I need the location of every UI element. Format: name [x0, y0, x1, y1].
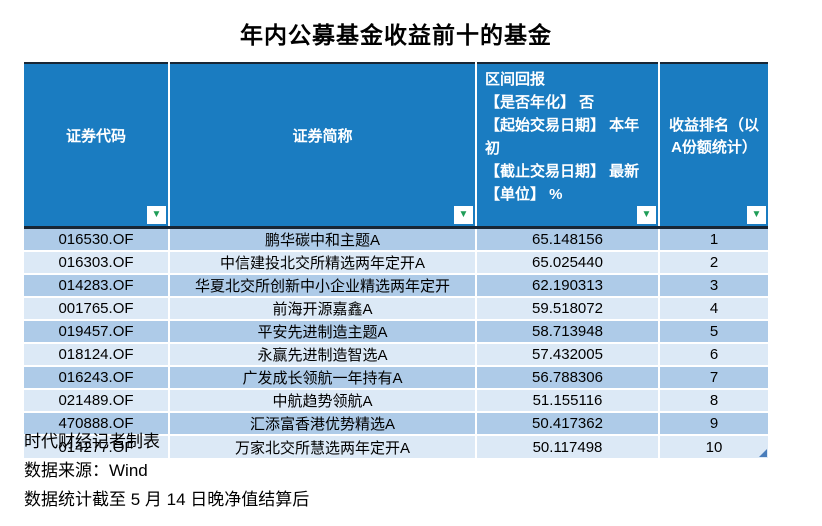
cell-code: 001765.OF: [24, 297, 170, 321]
cell-return: 57.432005: [476, 343, 660, 367]
header-label: 证券代码: [65, 128, 126, 145]
header-return-rank: 收益排名（以A份额统计） ▼: [659, 63, 768, 229]
cell-code: 019457.OF: [24, 320, 170, 344]
cell-code: 016530.OF: [24, 227, 170, 252]
fund-table: 证券代码 ▼ 证券简称 ▼ 区间回报 【是否年化】 否 【起始交易日期】 本年初…: [24, 62, 768, 458]
cell-code: 016243.OF: [24, 366, 170, 390]
footer-data-source: 数据来源：Wind: [24, 461, 148, 480]
cell-rank: 9: [659, 412, 768, 436]
fund-table-container: 证券代码 ▼ 证券简称 ▼ 区间回报 【是否年化】 否 【起始交易日期】 本年初…: [24, 62, 768, 458]
cell-rank: 4: [659, 297, 768, 321]
table-row: 016303.OF 中信建投北交所精选两年定开A 65.025440 2: [24, 251, 768, 275]
cell-return: 65.025440: [476, 251, 660, 275]
table-row: 470888.OF 汇添富香港优势精选A 50.417362 9: [24, 412, 768, 436]
cell-rank: 1: [659, 227, 768, 252]
cell-code: 014283.OF: [24, 274, 170, 298]
header-interval-return: 区间回报 【是否年化】 否 【起始交易日期】 本年初 【截止交易日期】 最新 【…: [476, 63, 660, 229]
filter-dropdown-icon: ▼: [458, 209, 469, 220]
cell-name: 鹏华碳中和主题A: [169, 227, 477, 252]
header-security-code: 证券代码 ▼: [24, 63, 170, 229]
header-label: 收益排名（以A份额统计）: [668, 117, 759, 156]
cell-rank: 3: [659, 274, 768, 298]
header-label: 证券简称: [292, 128, 353, 145]
page-title: 年内公募基金收益前十的基金: [240, 22, 552, 48]
cell-rank: 5: [659, 320, 768, 344]
cell-code: 021489.OF: [24, 389, 170, 413]
filter-button[interactable]: ▼: [747, 206, 766, 224]
cell-name: 中信建投北交所精选两年定开A: [169, 251, 477, 275]
table-row: 018124.OF 永赢先进制造智选A 57.432005 6: [24, 343, 768, 367]
cell-code: 470888.OF: [24, 412, 170, 436]
table-row: 001765.OF 前海开源嘉鑫A 59.518072 4: [24, 297, 768, 321]
cell-return: 56.788306: [476, 366, 660, 390]
cell-name: 广发成长领航一年持有A: [169, 366, 477, 390]
cell-rank: 10: [659, 435, 768, 458]
cell-name: 永赢先进制造智选A: [169, 343, 477, 367]
header-row: 证券代码 ▼ 证券简称 ▼ 区间回报 【是否年化】 否 【起始交易日期】 本年初…: [24, 63, 768, 229]
table-row: 016530.OF 鹏华碳中和主题A 65.148156 1: [24, 227, 768, 252]
cell-name: 平安先进制造主题A: [169, 320, 477, 344]
table-row: 014277.OF 万家北交所慧选两年定开A 50.117498 10: [24, 435, 768, 458]
footer-credit: 时代财经记者制表: [24, 432, 160, 451]
table-resize-handle[interactable]: [759, 449, 767, 457]
footer-notes: 时代财经记者制表 数据来源：Wind 数据统计截至 5 月 14 日晚净值结算后: [24, 427, 309, 514]
cell-name: 前海开源嘉鑫A: [169, 297, 477, 321]
cell-rank: 8: [659, 389, 768, 413]
footer-cutoff-note: 数据统计截至 5 月 14 日晚净值结算后: [24, 490, 310, 509]
header-label: 区间回报 【是否年化】 否 【起始交易日期】 本年初 【截止交易日期】 最新 【…: [485, 71, 640, 203]
filter-button[interactable]: ▼: [637, 206, 656, 224]
cell-return: 50.117498: [476, 435, 660, 458]
cell-name: 华夏北交所创新中小企业精选两年定开: [169, 274, 477, 298]
header-security-name: 证券简称 ▼: [169, 63, 477, 229]
filter-dropdown-icon: ▼: [751, 209, 762, 220]
filter-dropdown-icon: ▼: [151, 209, 162, 220]
cell-rank-value: 10: [705, 438, 723, 456]
table-row: 016243.OF 广发成长领航一年持有A 56.788306 7: [24, 366, 768, 390]
filter-button[interactable]: ▼: [147, 206, 166, 224]
cell-return: 50.417362: [476, 412, 660, 436]
filter-dropdown-icon: ▼: [641, 209, 652, 220]
cell-rank: 6: [659, 343, 768, 367]
table-row: 019457.OF 平安先进制造主题A 58.713948 5: [24, 320, 768, 344]
table-row: 014283.OF 华夏北交所创新中小企业精选两年定开 62.190313 3: [24, 274, 768, 298]
table-row: 021489.OF 中航趋势领航A 51.155116 8: [24, 389, 768, 413]
cell-name: 万家北交所慧选两年定开A: [169, 435, 477, 458]
cell-return: 51.155116: [476, 389, 660, 413]
cell-return: 62.190313: [476, 274, 660, 298]
cell-return: 59.518072: [476, 297, 660, 321]
cell-code: 016303.OF: [24, 251, 170, 275]
cell-return: 65.148156: [476, 227, 660, 252]
cell-code: 014277.OF: [24, 435, 170, 458]
cell-name: 中航趋势领航A: [169, 389, 477, 413]
filter-button[interactable]: ▼: [454, 206, 473, 224]
cell-rank: 7: [659, 366, 768, 390]
cell-rank: 2: [659, 251, 768, 275]
cell-return: 58.713948: [476, 320, 660, 344]
cell-name: 汇添富香港优势精选A: [169, 412, 477, 436]
cell-code: 018124.OF: [24, 343, 170, 367]
